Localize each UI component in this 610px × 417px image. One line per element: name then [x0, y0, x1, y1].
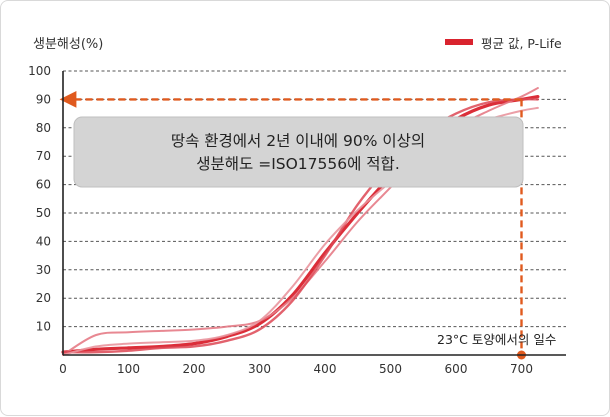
x-tick-label: 200	[183, 362, 206, 376]
x-axis-label: 23°C 토양에서의 일수	[437, 332, 556, 347]
y-tick-label: 30	[36, 263, 51, 277]
average-series-line	[61, 94, 540, 354]
y-tick-label: 60	[36, 178, 51, 192]
y-tick-label: 80	[36, 121, 51, 135]
y-tick-label: 10	[36, 320, 51, 334]
legend-swatch	[445, 39, 473, 45]
legend-label: 평균 값, P-Life	[481, 36, 562, 51]
y-tick-label: 70	[36, 149, 51, 163]
y-tick-labels: 10 20 30 40 50 60 70 80 90 100	[28, 64, 51, 334]
annotation-line-1: 땅속 환경에서 2년 이내에 90% 이상의	[171, 132, 425, 150]
replicate-series-line	[61, 97, 540, 354]
annotation-line-2: 생분해도 =ISO17556에 적합.	[196, 155, 400, 173]
x-tick-label: 700	[510, 362, 533, 376]
x-tick-label: 100	[117, 362, 140, 376]
legend: 평균 값, P-Life	[445, 36, 562, 51]
annotation-box: 땅속 환경에서 2년 이내에 90% 이상의 생분해도 =ISO17556에 적…	[73, 116, 524, 188]
y-tick-label: 100	[28, 64, 51, 78]
x-tick-label: 600	[445, 362, 468, 376]
y-tick-label: 20	[36, 291, 51, 305]
x-tick-label: 500	[379, 362, 402, 376]
x-tick-label: 300	[248, 362, 271, 376]
x-tick-labels: 0 100 200 300 400 500 600 700	[59, 362, 533, 376]
y-tick-label: 40	[36, 234, 51, 248]
y-tick-label: 90	[36, 92, 51, 106]
x-tick-label: 400	[314, 362, 337, 376]
annotation-background	[73, 116, 524, 188]
y-tick-label: 50	[36, 206, 51, 220]
x-tick-label: 0	[59, 362, 67, 376]
y-axis-label: 생분해성(%)	[33, 37, 103, 52]
